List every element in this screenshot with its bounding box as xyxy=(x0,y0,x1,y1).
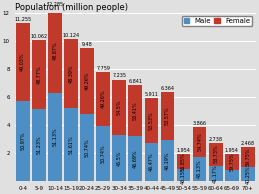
Text: 46.69%: 46.69% xyxy=(133,150,138,168)
Text: 7.759: 7.759 xyxy=(96,66,110,71)
Bar xyxy=(48,9,62,93)
Bar xyxy=(145,98,158,143)
Bar xyxy=(80,114,94,181)
Bar xyxy=(225,154,239,170)
Text: 45.13%: 45.13% xyxy=(197,160,202,178)
Text: 51.13%: 51.13% xyxy=(52,128,57,146)
Text: 49.26%: 49.26% xyxy=(84,72,90,90)
Bar xyxy=(128,136,142,181)
Text: 51.61%: 51.61% xyxy=(68,135,74,154)
Text: 41.17%: 41.17% xyxy=(213,164,218,183)
Bar xyxy=(16,101,30,181)
Bar xyxy=(161,140,174,181)
Text: 58.73%: 58.73% xyxy=(213,145,218,164)
Text: 11.255: 11.255 xyxy=(14,17,31,22)
Text: 10.124: 10.124 xyxy=(62,33,80,38)
Legend: Male, Female: Male, Female xyxy=(182,16,253,26)
Bar xyxy=(112,80,126,135)
Text: 45.5%: 45.5% xyxy=(117,151,122,166)
Text: 54.5%: 54.5% xyxy=(117,100,122,115)
Text: 59.75%: 59.75% xyxy=(245,148,250,166)
Bar xyxy=(209,165,222,181)
Text: 59.75%: 59.75% xyxy=(229,153,234,171)
Bar xyxy=(128,85,142,136)
Text: 10.062: 10.062 xyxy=(30,34,47,39)
Bar xyxy=(161,92,174,140)
Text: 7.235: 7.235 xyxy=(112,74,126,78)
Bar xyxy=(64,39,78,108)
Bar xyxy=(241,167,255,181)
Text: 46.15%: 46.15% xyxy=(181,166,186,184)
Text: 46.19%: 46.19% xyxy=(165,152,170,170)
Bar xyxy=(177,169,190,181)
Text: 3.866: 3.866 xyxy=(193,121,207,126)
Text: 49.03%: 49.03% xyxy=(20,53,25,71)
Text: 6.841: 6.841 xyxy=(128,79,142,84)
Text: 9.48: 9.48 xyxy=(82,42,92,47)
Text: 53.57%: 53.57% xyxy=(165,107,170,125)
Text: 50.74%: 50.74% xyxy=(100,144,106,163)
Text: 1.954: 1.954 xyxy=(225,148,239,153)
Text: 50.74%: 50.74% xyxy=(84,138,90,157)
Text: 5.911: 5.911 xyxy=(145,92,158,97)
Bar xyxy=(96,126,110,181)
Text: 12.285: 12.285 xyxy=(46,2,63,7)
Text: 53.41%: 53.41% xyxy=(133,101,138,120)
Bar xyxy=(193,157,206,181)
Text: 2.468: 2.468 xyxy=(241,140,255,146)
Text: 6.364: 6.364 xyxy=(160,86,175,91)
Bar xyxy=(48,93,62,181)
Text: 49.26%: 49.26% xyxy=(100,90,106,108)
Bar xyxy=(16,23,30,101)
Bar xyxy=(241,147,255,167)
Text: 2.738: 2.738 xyxy=(209,137,223,142)
Text: 48.77%: 48.77% xyxy=(36,65,41,84)
Text: 54.74%: 54.74% xyxy=(197,133,202,151)
Text: 53.53%: 53.53% xyxy=(149,111,154,130)
Text: Population (million people): Population (million people) xyxy=(15,3,128,12)
Text: 53.85%: 53.85% xyxy=(181,152,186,171)
Bar xyxy=(64,108,78,181)
Bar xyxy=(80,48,94,114)
Text: 48.39%: 48.39% xyxy=(68,64,74,83)
Text: 40.25%: 40.25% xyxy=(245,165,250,184)
Bar xyxy=(32,109,46,181)
Text: 50.97%: 50.97% xyxy=(20,132,25,150)
Bar xyxy=(32,40,46,109)
Text: 46.47%: 46.47% xyxy=(149,153,154,171)
Text: 1.954: 1.954 xyxy=(177,148,190,153)
Text: 48.87%: 48.87% xyxy=(52,42,57,60)
Bar xyxy=(193,127,206,157)
Bar xyxy=(209,143,222,165)
Bar xyxy=(112,135,126,181)
Text: 51.23%: 51.23% xyxy=(36,136,41,154)
Bar xyxy=(96,72,110,126)
Bar xyxy=(177,154,190,169)
Bar xyxy=(145,143,158,181)
Bar xyxy=(225,170,239,181)
